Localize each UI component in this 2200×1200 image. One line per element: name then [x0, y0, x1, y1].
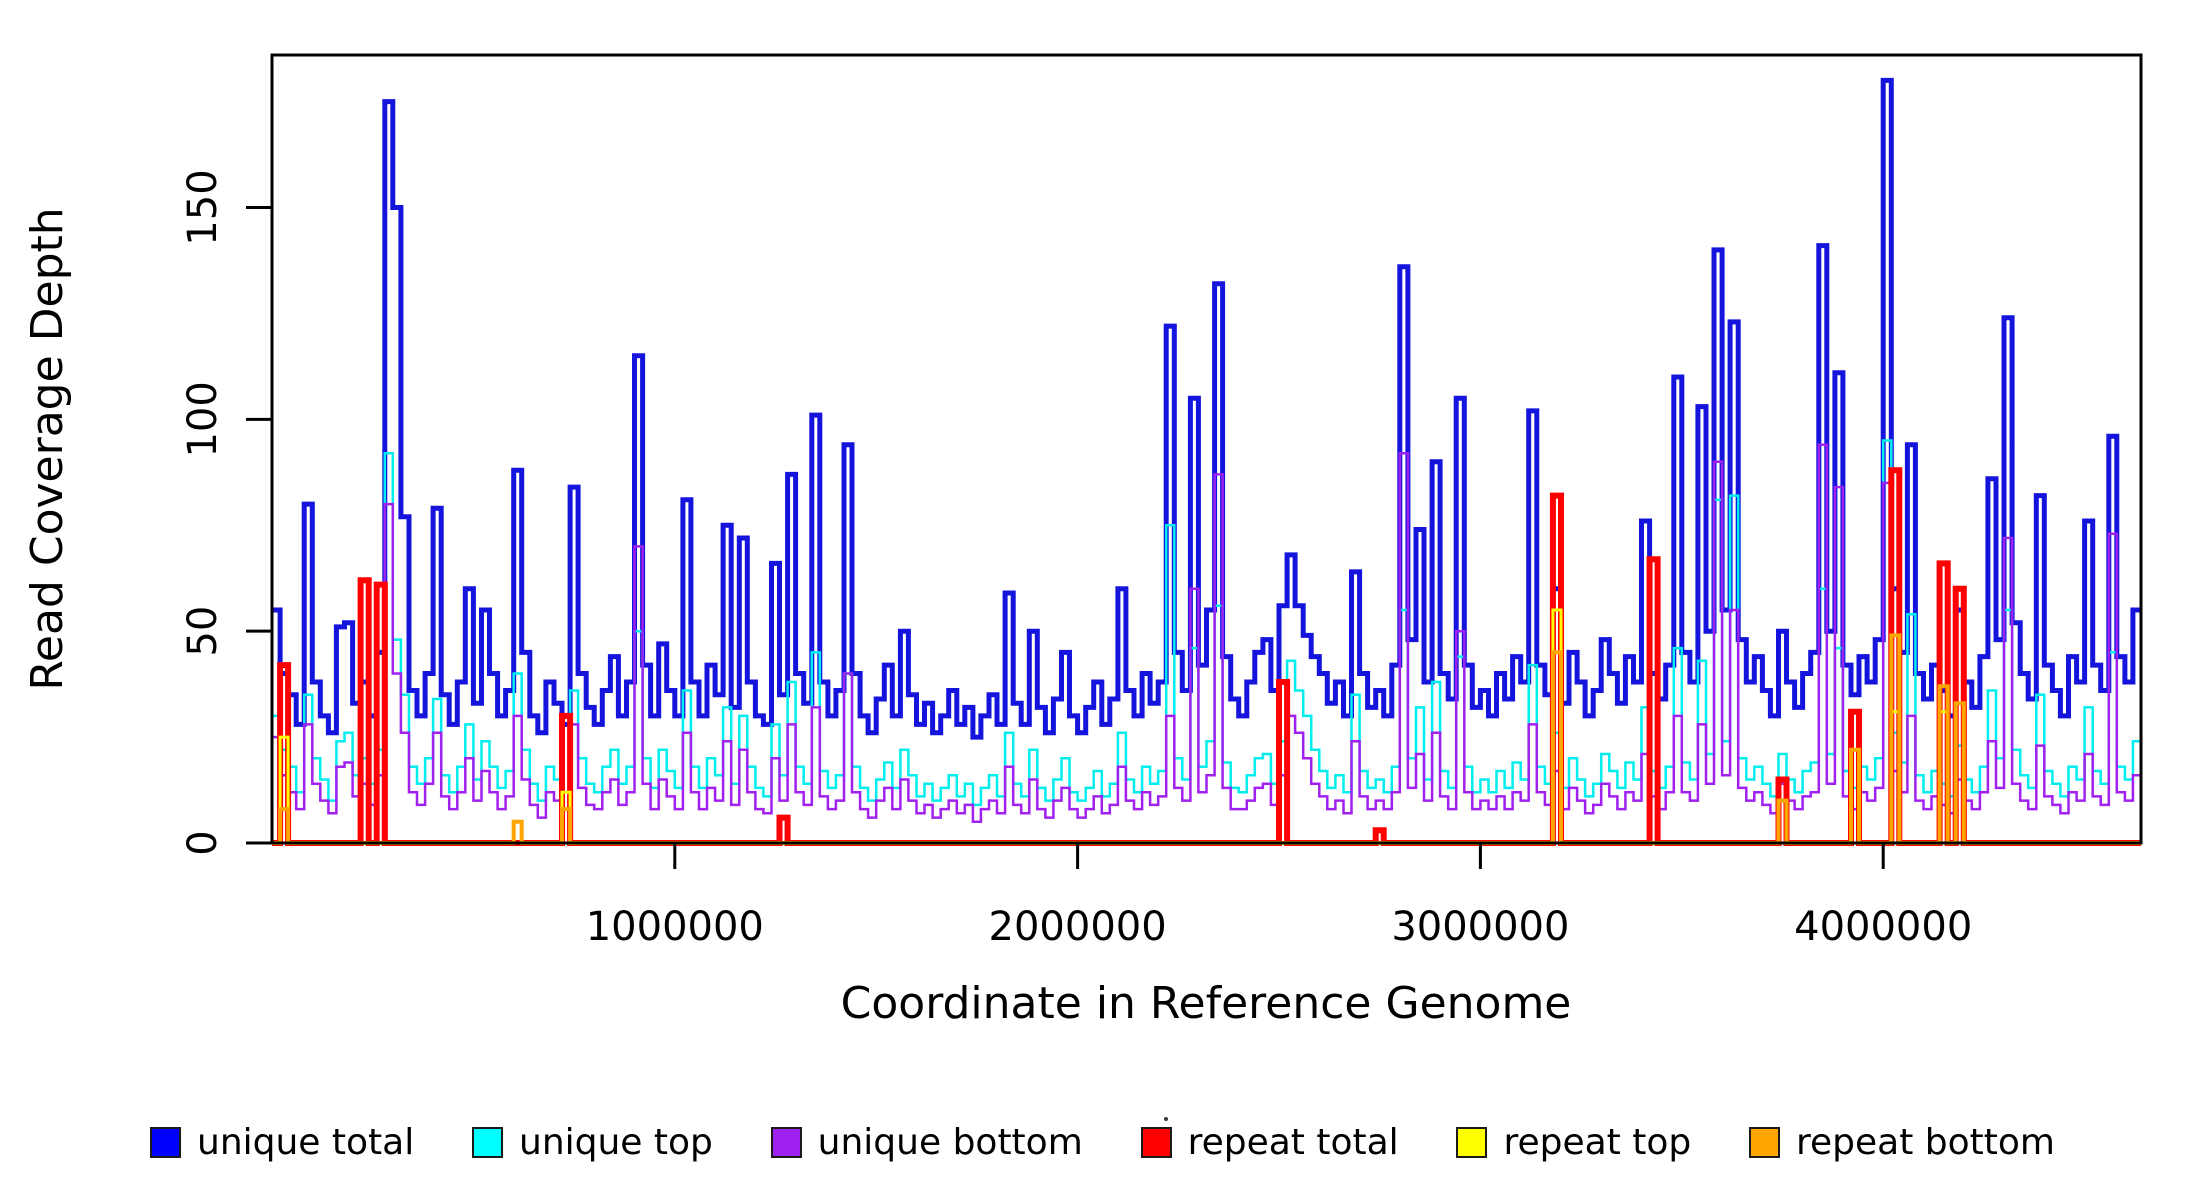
y-tick-label: 150 — [180, 169, 226, 245]
x-axis-title: Coordinate in Reference Genome — [841, 978, 1572, 1029]
legend-swatch-repeat-bottom — [1749, 1126, 1781, 1158]
y-tick-label: 0 — [180, 830, 226, 855]
legend-label-unique-top: unique top — [519, 1121, 713, 1163]
legend-item-repeat-bottom: repeat bottom — [1749, 1122, 2055, 1163]
plot-frame — [270, 53, 2143, 845]
legend: unique total unique top unique bottom re… — [150, 1114, 2055, 1170]
legend-item-unique-top: unique top — [472, 1122, 713, 1163]
legend-swatch-unique-top — [472, 1126, 503, 1158]
legend-item-unique-total: unique total — [150, 1122, 414, 1163]
x-tick-label: 3000000 — [1391, 904, 1569, 950]
stray-dot-mark — [1164, 1117, 1168, 1121]
y-tick-label: 50 — [180, 606, 226, 657]
legend-label-repeat-bottom: repeat bottom — [1796, 1121, 2055, 1163]
x-tick-label: 4000000 — [1794, 904, 1972, 950]
coverage-plot: 1000000 2000000 3000000 4000000 0 50 100 150 C… — [22, 53, 2143, 1029]
legend-swatch-repeat-total — [1140, 1126, 1172, 1158]
legend-swatch-unique-bottom — [770, 1126, 802, 1158]
y-axis-ticks: 0 50 100 150 — [180, 169, 272, 856]
legend-label-unique-total: unique total — [197, 1121, 415, 1163]
legend-item-repeat-top: repeat top — [1456, 1122, 1691, 1163]
legend-item-unique-bottom: unique bottom — [770, 1121, 1083, 1163]
series-line-unique-bottom — [272, 443, 2141, 824]
y-axis-title: Read Coverage Depth — [22, 207, 73, 690]
legend-label-repeat-total: repeat total — [1187, 1121, 1399, 1163]
series-line-unique-total — [272, 77, 2141, 740]
legend-item-repeat-total: repeat total — [1140, 1121, 1399, 1163]
legend-swatch-repeat-top — [1456, 1126, 1488, 1158]
x-tick-label: 1000000 — [586, 904, 764, 950]
series-lines — [272, 77, 2141, 846]
y-tick-label: 100 — [180, 381, 226, 457]
legend-swatch-unique-total — [150, 1126, 181, 1158]
legend-label-repeat-top: repeat top — [1503, 1121, 1692, 1163]
x-axis-ticks: 1000000 2000000 3000000 4000000 — [586, 843, 1972, 950]
legend-label-unique-bottom: unique bottom — [817, 1121, 1083, 1163]
x-tick-label: 2000000 — [989, 904, 1167, 950]
